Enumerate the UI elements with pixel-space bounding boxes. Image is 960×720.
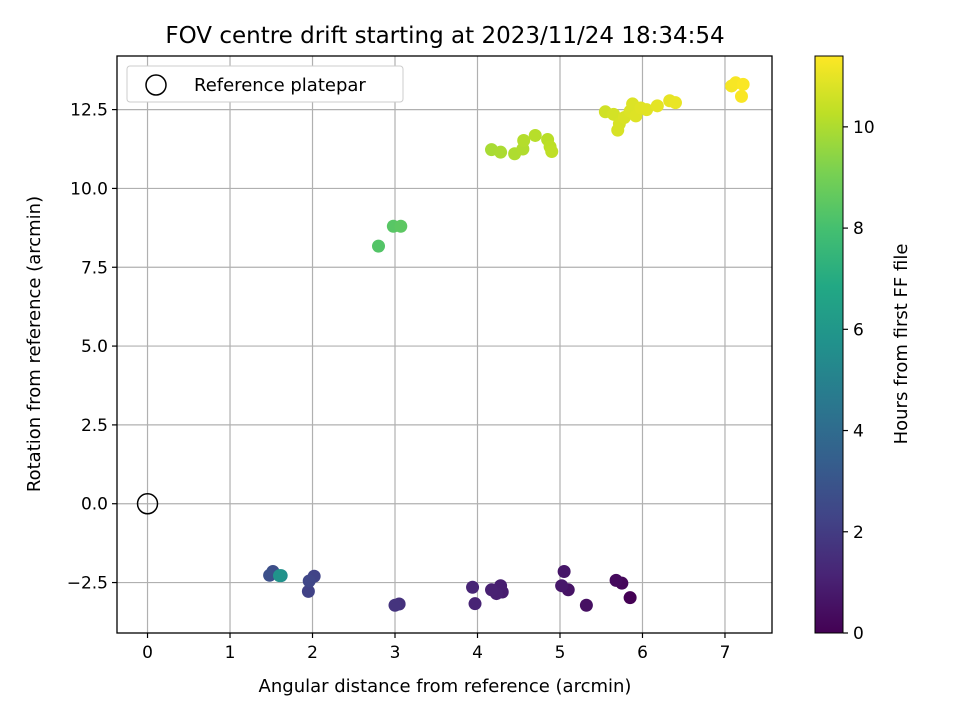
y-tick-label: 12.5	[70, 101, 108, 121]
legend-box	[126, 65, 404, 103]
data-point	[607, 107, 621, 121]
y-axis-label: Rotation from reference (arcmin)	[24, 196, 45, 492]
colorbar-tick-label: 0	[853, 624, 864, 644]
y-tick-label: 7.5	[81, 258, 108, 278]
data-point	[394, 219, 408, 233]
data-point	[372, 239, 386, 253]
data-point	[555, 579, 569, 593]
data-point	[485, 583, 499, 597]
data-point	[388, 598, 402, 612]
data-points	[263, 76, 750, 612]
legend-marker	[145, 74, 167, 96]
x-tick-label: 3	[390, 643, 401, 663]
x-tick-label: 6	[637, 643, 648, 663]
y-tick-label: 0.0	[81, 495, 108, 515]
colorbar-tick-label: 6	[853, 320, 864, 340]
data-point	[466, 580, 480, 594]
x-axis-ticks: 0 1 2 3 4 5 6 7	[142, 633, 730, 663]
data-point	[301, 584, 315, 598]
y-tick-label: 5.0	[81, 337, 108, 357]
x-tick-label: 1	[225, 643, 236, 663]
colorbar: 0 2 4 6 8 10 Hours from first FF file	[814, 55, 912, 644]
data-point	[734, 89, 748, 103]
legend: Reference platepar	[126, 65, 404, 103]
colorbar-tick-label: 8	[853, 219, 864, 239]
colorbar-tick-label: 10	[853, 118, 875, 138]
x-tick-label: 4	[472, 643, 483, 663]
data-point	[263, 568, 277, 582]
data-point	[640, 103, 654, 117]
legend-entry-reference-platepar: Reference platepar	[194, 75, 366, 96]
x-tick-label: 5	[555, 643, 566, 663]
data-point	[736, 77, 750, 91]
data-point	[517, 134, 531, 148]
y-tick-label: 10.0	[70, 179, 108, 199]
data-point	[668, 96, 682, 110]
colorbar-tick-label: 2	[853, 523, 864, 543]
y-tick-label: 2.5	[81, 416, 108, 436]
data-point	[611, 123, 625, 137]
y-axis-ticks: −2.5 0.0 2.5 5.0 7.5 10.0 12.5	[67, 101, 117, 594]
colorbar-ticks: 0 2 4 6 8 10	[843, 118, 875, 644]
data-point	[557, 565, 571, 579]
data-point	[623, 591, 637, 605]
data-point	[545, 145, 559, 159]
data-point	[302, 574, 316, 588]
data-point	[579, 598, 593, 612]
plot-frame	[116, 55, 773, 634]
reference-platepar-marker	[136, 492, 159, 515]
data-point	[650, 99, 664, 113]
x-tick-label: 2	[307, 643, 318, 663]
data-point	[609, 573, 623, 587]
data-point	[273, 569, 287, 583]
x-tick-label: 7	[720, 643, 731, 663]
y-tick-label: −2.5	[67, 574, 108, 594]
chart-title: FOV centre drift starting at 2023/11/24 …	[165, 23, 724, 49]
data-point	[528, 128, 542, 142]
colorbar-label: Hours from first FF file	[891, 244, 912, 445]
colorbar-gradient	[814, 55, 844, 634]
data-point	[468, 597, 482, 611]
grid	[117, 56, 772, 633]
reference-marker	[136, 492, 159, 515]
x-axis-label: Angular distance from reference (arcmin)	[259, 676, 632, 697]
colorbar-tick-label: 4	[853, 422, 864, 442]
x-tick-label: 0	[142, 643, 153, 663]
data-point	[494, 145, 508, 159]
